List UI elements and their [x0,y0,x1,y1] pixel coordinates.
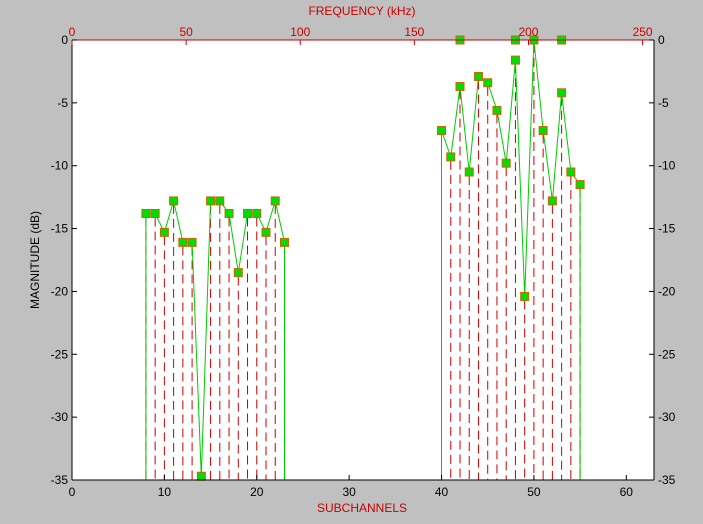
data-point [483,78,493,88]
data-point [279,237,289,247]
data-point [187,237,197,247]
data-point [557,88,567,98]
y-tick-label-left: -5 [57,96,68,110]
data-point [437,126,447,136]
axes [71,39,655,481]
data-point [510,55,520,65]
data-point [547,196,557,206]
data-point [566,167,576,177]
y-tick-label-right: -25 [658,347,676,361]
top-x-tick-label: 0 [69,25,76,39]
top-x-tick-label: 100 [290,25,310,39]
x-tick-label: 0 [69,485,76,499]
plot-area [72,40,654,480]
y-tick-label-left: -35 [51,473,69,487]
data-point [178,237,188,247]
x-tick-label: 20 [250,485,264,499]
data-point [538,126,548,136]
data-point [169,196,179,206]
data-point [520,291,530,301]
y-tick-label-left: -15 [51,222,69,236]
data-point [206,196,216,206]
data-point [215,196,225,206]
dashed-stems [145,44,581,481]
x-tick-label: 40 [435,485,449,499]
data-point [492,105,502,115]
top-x-tick-label: 200 [518,25,538,39]
data-point [150,208,160,218]
y-tick-label-left: -30 [51,410,69,424]
data-point [224,208,234,218]
y-tick-label-right: -15 [658,222,676,236]
x-tick-label: 60 [620,485,634,499]
y-tick-label-right: -5 [658,96,669,110]
x-axis-title: SUBCHANNELS [317,501,407,515]
y-tick-label-right: -10 [658,159,676,173]
data-point [261,227,271,237]
data-point [501,158,511,168]
data-point [159,227,169,237]
top-x-tick-label: 50 [179,25,193,39]
y-tick-label-left: -10 [51,159,69,173]
data-point [233,268,243,278]
y-axis-title: MAGNITUDE (dB) [28,211,42,309]
x-tick-label: 50 [527,485,541,499]
y-tick-label-left: -20 [51,284,69,298]
top-x-tick-label: 250 [633,25,653,39]
data-point [141,208,151,218]
data-point [446,152,456,162]
data-point [270,196,280,206]
data-point [473,71,483,81]
data-point [464,167,474,177]
y-tick-label-left: 0 [61,33,68,47]
x-tick-label: 30 [342,485,356,499]
y-tick-label-right: -30 [658,410,676,424]
data-point [455,82,465,92]
data-point [196,471,206,481]
data-point [243,208,253,218]
data-point [575,180,585,190]
y-tick-label-right: -35 [658,473,676,487]
data-point [252,208,262,218]
y-tick-label-right: 0 [658,33,665,47]
x-tick-label: 10 [158,485,172,499]
series-line-2 [441,39,581,480]
top-x-axis-title: FREQUENCY (kHz) [308,4,415,18]
top-x-tick-label: 150 [404,25,424,39]
y-tick-label-left: -25 [51,347,69,361]
y-tick-label-right: -20 [658,284,676,298]
